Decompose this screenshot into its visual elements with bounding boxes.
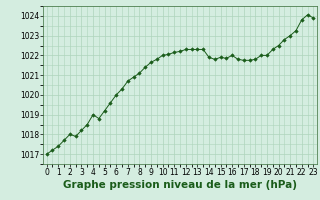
X-axis label: Graphe pression niveau de la mer (hPa): Graphe pression niveau de la mer (hPa) — [63, 180, 297, 190]
